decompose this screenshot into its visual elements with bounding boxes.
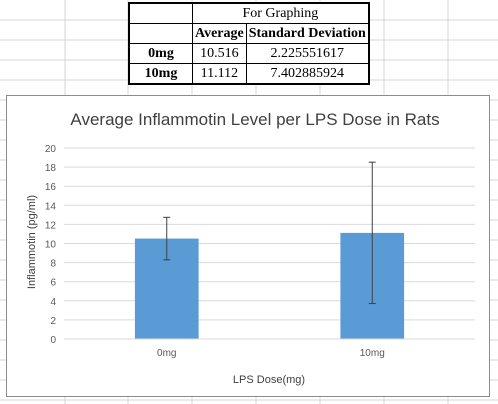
- x-tick-label: 0mg: [157, 348, 176, 359]
- y-axis-ticks: 0 2 4 6 8 10 12 14 16 18 20: [45, 144, 57, 346]
- y-tick-label: 16: [45, 182, 57, 193]
- table-cell-std-dev[interactable]: 7.402885924: [245, 63, 370, 85]
- y-tick-label: 2: [50, 316, 56, 327]
- chart-area[interactable]: 0 2 4 6 8 10 12 14 16 18 20 0mg 10mg Average Inflam…: [6, 95, 490, 397]
- y-tick-label: 20: [45, 144, 57, 155]
- table-cell-average[interactable]: 11.112: [192, 63, 247, 85]
- y-tick-label: 14: [45, 201, 57, 212]
- table-cell-std-dev[interactable]: 2.225551617: [245, 43, 370, 64]
- chart-title: Average Inflammotin Level per LPS Dose i…: [70, 110, 439, 129]
- bars: [134, 232, 405, 339]
- x-axis-label: LPS Dose(mg): [233, 374, 305, 386]
- x-axis-ticks: 0mg 10mg: [157, 348, 385, 359]
- table-row-label[interactable]: 10mg: [128, 63, 193, 85]
- bar-chart: 0 2 4 6 8 10 12 14 16 18 20 0mg 10mg Average Inflam…: [26, 110, 475, 386]
- error-bar-10mg: [368, 161, 376, 305]
- table-row-label[interactable]: 0mg: [128, 43, 193, 64]
- y-tick-label: 10: [45, 240, 57, 251]
- y-tick-label: 8: [50, 259, 56, 270]
- table-column-header-empty[interactable]: [128, 23, 193, 44]
- data-table: For Graphing Average Standard Deviation …: [128, 2, 370, 85]
- table-corner-cell[interactable]: [128, 2, 193, 24]
- error-bars: [163, 161, 376, 305]
- gridlines: [64, 147, 475, 321]
- y-tick-label: 12: [45, 220, 57, 231]
- y-tick-label: 18: [45, 163, 57, 174]
- y-tick-label: 4: [50, 297, 56, 308]
- error-bar-0mg: [163, 216, 171, 261]
- table-column-header-std-dev[interactable]: Standard Deviation: [245, 23, 370, 44]
- y-axis-label: Inflammotin (pg/ml): [26, 195, 38, 289]
- x-tick-label: 10mg: [360, 348, 385, 359]
- y-tick-label: 0: [50, 335, 56, 346]
- y-tick-label: 6: [50, 278, 56, 289]
- table-cell-average[interactable]: 10.516: [192, 43, 247, 64]
- table-header-title[interactable]: For Graphing: [191, 2, 370, 24]
- table-column-header-average[interactable]: Average: [192, 23, 247, 44]
